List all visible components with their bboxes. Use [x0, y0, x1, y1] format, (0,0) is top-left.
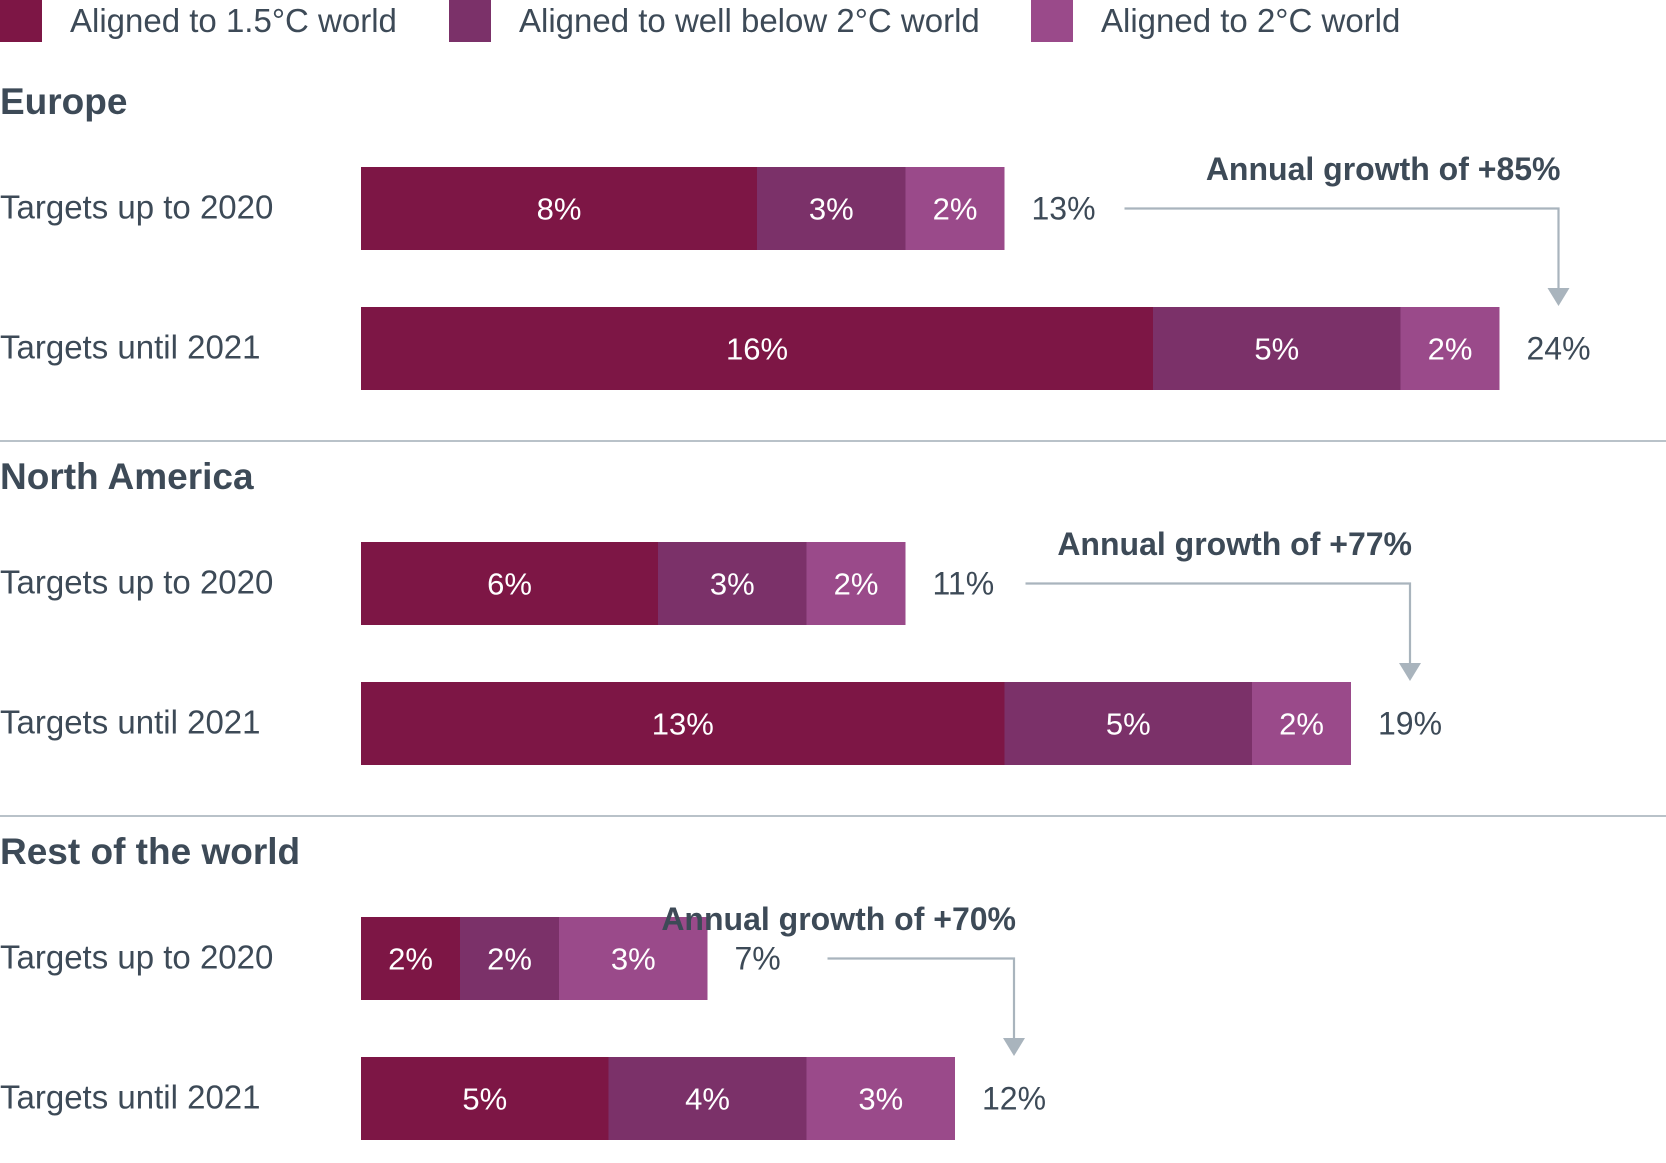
row-label: Targets until 2021	[0, 704, 261, 741]
segment-value-label: 8%	[537, 192, 582, 227]
segment-value-label: 3%	[710, 567, 755, 602]
bar-segment-wb2	[608, 1057, 807, 1140]
bar-total-label: 13%	[1032, 191, 1096, 227]
bar-segment-s15	[361, 167, 757, 250]
bar-segment-s15	[361, 307, 1153, 390]
growth-connector-line	[1124, 207, 1560, 290]
group-title: North America	[0, 456, 254, 497]
bar-segment-two	[905, 167, 1005, 250]
bar-segment-wb2	[757, 167, 906, 250]
group-title: Rest of the world	[0, 831, 300, 872]
bar-total-label: 19%	[1378, 706, 1442, 742]
segment-value-label: 5%	[1254, 332, 1299, 367]
growth-label: Annual growth of +85%	[1206, 151, 1561, 187]
bar-total-label: 7%	[735, 941, 781, 977]
segment-value-label: 5%	[1106, 707, 1151, 742]
legend-label-wb2: Aligned to well below 2°C world	[519, 2, 980, 39]
segment-value-label: 2%	[1279, 707, 1324, 742]
segment-value-label: 2%	[834, 567, 879, 602]
segment-value-label: 16%	[726, 332, 788, 367]
segment-value-label: 6%	[487, 567, 532, 602]
bar-segment-two	[559, 917, 708, 1000]
segment-value-label: 2%	[933, 192, 978, 227]
group-title: Europe	[0, 81, 127, 122]
segment-value-label: 3%	[611, 942, 656, 977]
bar-segment-two	[806, 1057, 955, 1140]
bar-segment-wb2	[1153, 307, 1401, 390]
segment-value-label: 3%	[809, 192, 854, 227]
bar-segment-s15	[361, 1057, 609, 1140]
arrow-down-icon	[1003, 1038, 1025, 1056]
segment-value-label: 13%	[652, 707, 714, 742]
bar-segment-two	[806, 542, 906, 625]
segment-value-label: 2%	[487, 942, 532, 977]
growth-connector-line	[1025, 582, 1412, 665]
bar-segment-s15	[361, 542, 658, 625]
row-label: Targets up to 2020	[0, 564, 273, 601]
row-label: Targets up to 2020	[0, 939, 273, 976]
bar-segment-s15	[361, 682, 1005, 765]
growth-label: Annual growth of +70%	[661, 901, 1016, 937]
arrow-down-icon	[1547, 288, 1570, 306]
arrow-down-icon	[1399, 663, 1421, 681]
bar-total-label: 12%	[982, 1081, 1046, 1117]
legend-swatch-two	[1031, 0, 1073, 42]
bar-segment-wb2	[1004, 682, 1252, 765]
bar-segment-wb2	[460, 917, 559, 1000]
segment-value-label: 2%	[1428, 332, 1473, 367]
legend-swatch-wb2	[449, 0, 491, 42]
growth-connector-line	[827, 957, 1016, 1040]
legend-swatch-s15	[0, 0, 42, 42]
row-label: Targets up to 2020	[0, 189, 273, 226]
row-label: Targets until 2021	[0, 329, 261, 366]
bar-segment-two	[1252, 682, 1351, 765]
segment-value-label: 4%	[685, 1082, 730, 1117]
bar-segment-two	[1400, 307, 1500, 390]
legend-label-s15: Aligned to 1.5°C world	[70, 2, 397, 39]
row-label: Targets until 2021	[0, 1079, 261, 1116]
bar-total-label: 11%	[933, 566, 995, 602]
bar-segment-s15	[361, 917, 460, 1000]
bar-segment-wb2	[658, 542, 807, 625]
segment-value-label: 3%	[858, 1082, 903, 1117]
segment-value-label: 5%	[462, 1082, 507, 1117]
bar-total-label: 24%	[1527, 331, 1591, 367]
legend-label-two: Aligned to 2°C world	[1101, 2, 1400, 39]
growth-label: Annual growth of +77%	[1057, 526, 1412, 562]
segment-value-label: 2%	[388, 942, 433, 977]
